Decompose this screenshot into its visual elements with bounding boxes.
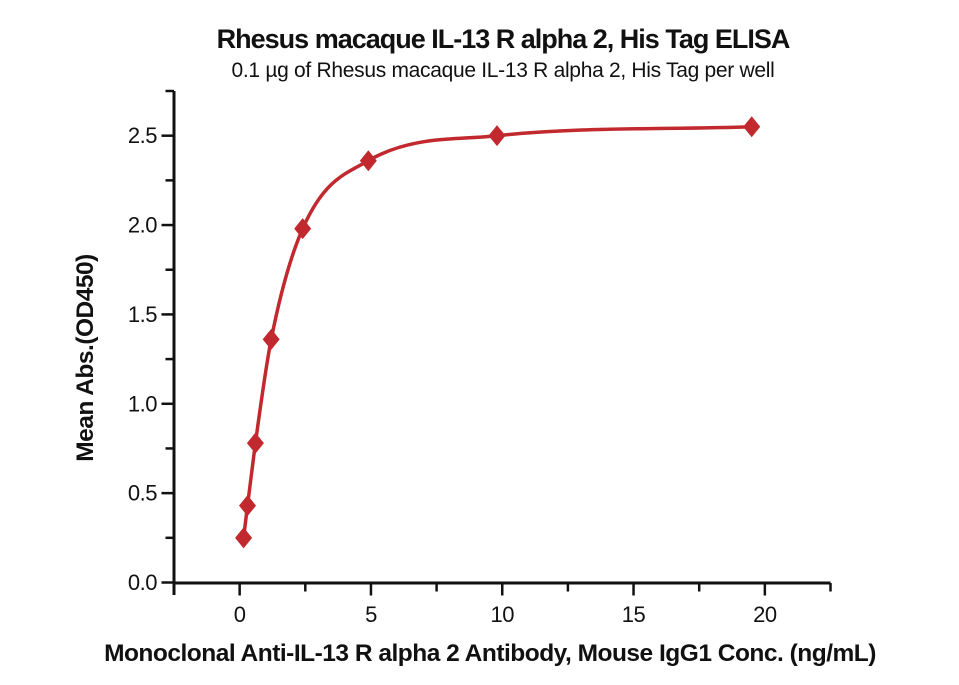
y-tick-label: 1.0 bbox=[128, 391, 157, 416]
axes: 0 5 10 15 20 0.0 0.5 1.0 1.5 2.0 2.5 bbox=[128, 89, 832, 627]
x-tick-label: 10 bbox=[491, 602, 515, 627]
y-axis-title: Mean Abs.(OD450) bbox=[72, 254, 99, 462]
x-axis-title: Monoclonal Anti-IL-13 R alpha 2 Antibody… bbox=[104, 640, 876, 667]
x-tick-label: 20 bbox=[753, 602, 777, 627]
chart-subtitle: 0.1 µg of Rhesus macaque IL-13 R alpha 2… bbox=[232, 59, 775, 82]
data-point-marker bbox=[262, 328, 280, 350]
y-tick-label: 2.0 bbox=[128, 213, 157, 238]
x-tick-label: 5 bbox=[365, 602, 377, 627]
data-series bbox=[235, 116, 761, 549]
x-tick-label: 0 bbox=[234, 602, 246, 627]
data-point-marker bbox=[743, 116, 761, 138]
y-tick-label: 0.0 bbox=[128, 570, 157, 595]
chart-title: Rhesus macaque IL-13 R alpha 2, His Tag … bbox=[217, 24, 790, 54]
x-tick-label: 15 bbox=[622, 602, 646, 627]
data-point-marker bbox=[488, 125, 506, 147]
data-point-marker bbox=[359, 150, 377, 172]
y-tick-label: 1.5 bbox=[128, 302, 157, 327]
y-tick-label: 2.5 bbox=[128, 123, 157, 148]
fit-curve bbox=[241, 124, 754, 540]
data-point-marker bbox=[246, 432, 264, 454]
y-tick-label: 0.5 bbox=[128, 481, 157, 506]
data-point-marker bbox=[239, 495, 257, 517]
data-point-marker bbox=[235, 527, 253, 549]
data-point-marker bbox=[294, 218, 312, 240]
